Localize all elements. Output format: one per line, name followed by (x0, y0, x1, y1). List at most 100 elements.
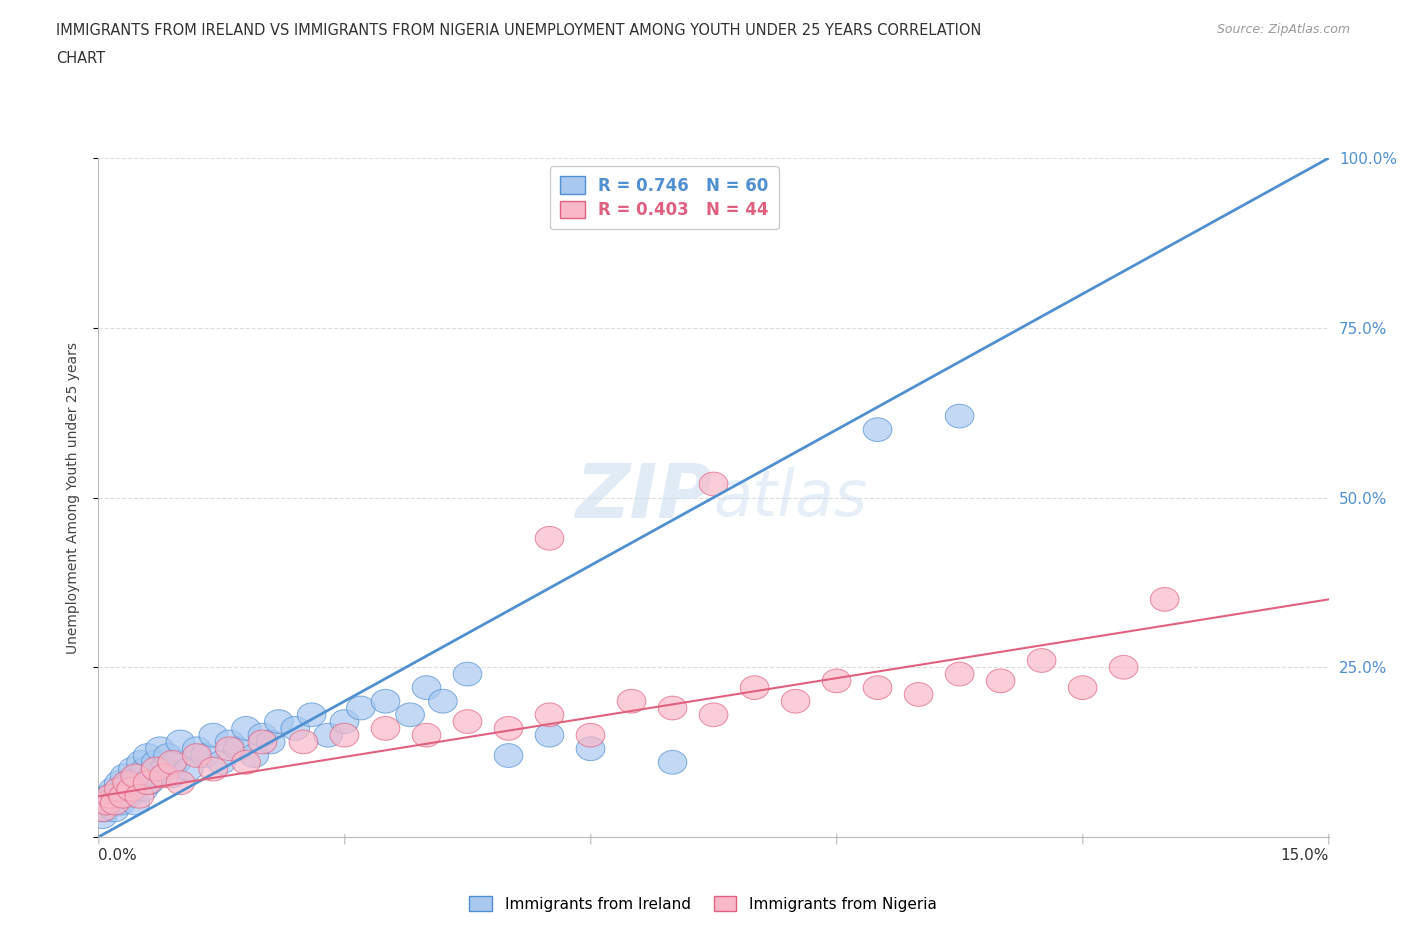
Ellipse shape (1109, 656, 1137, 679)
Ellipse shape (290, 730, 318, 754)
Ellipse shape (699, 472, 728, 496)
Legend: Immigrants from Ireland, Immigrants from Nigeria: Immigrants from Ireland, Immigrants from… (464, 889, 942, 918)
Ellipse shape (104, 777, 134, 802)
Text: Source: ZipAtlas.com: Source: ZipAtlas.com (1216, 23, 1350, 36)
Ellipse shape (97, 784, 125, 808)
Ellipse shape (166, 730, 195, 754)
Ellipse shape (94, 784, 122, 808)
Ellipse shape (1028, 648, 1056, 672)
Ellipse shape (240, 744, 269, 767)
Ellipse shape (453, 710, 482, 734)
Ellipse shape (166, 771, 195, 794)
Ellipse shape (576, 724, 605, 747)
Ellipse shape (536, 526, 564, 551)
Ellipse shape (129, 777, 157, 802)
Ellipse shape (93, 791, 121, 815)
Ellipse shape (986, 669, 1015, 693)
Ellipse shape (264, 710, 294, 734)
Ellipse shape (453, 662, 482, 686)
Text: |: | (343, 833, 346, 844)
Ellipse shape (104, 771, 134, 794)
Ellipse shape (247, 730, 277, 754)
Ellipse shape (371, 716, 399, 740)
Ellipse shape (863, 418, 891, 442)
Ellipse shape (115, 771, 143, 794)
Ellipse shape (157, 764, 187, 788)
Ellipse shape (157, 751, 187, 774)
Ellipse shape (536, 724, 564, 747)
Ellipse shape (149, 764, 179, 788)
Ellipse shape (215, 730, 245, 754)
Ellipse shape (617, 689, 645, 713)
Text: |: | (1327, 833, 1330, 844)
Ellipse shape (224, 737, 252, 761)
Ellipse shape (412, 724, 441, 747)
Ellipse shape (232, 751, 260, 774)
Y-axis label: Unemployment Among Youth under 25 years: Unemployment Among Youth under 25 years (66, 341, 80, 654)
Ellipse shape (740, 676, 769, 699)
Ellipse shape (658, 697, 688, 720)
Text: 15.0%: 15.0% (1281, 848, 1329, 863)
Ellipse shape (198, 757, 228, 781)
Ellipse shape (135, 771, 163, 794)
Ellipse shape (118, 757, 148, 781)
Ellipse shape (121, 791, 149, 815)
Ellipse shape (247, 724, 277, 747)
Ellipse shape (1150, 588, 1180, 611)
Ellipse shape (110, 764, 139, 788)
Text: |: | (589, 833, 592, 844)
Ellipse shape (153, 744, 183, 767)
Ellipse shape (100, 798, 129, 822)
Ellipse shape (658, 751, 688, 774)
Ellipse shape (346, 697, 375, 720)
Ellipse shape (281, 716, 309, 740)
Text: CHART: CHART (56, 51, 105, 66)
Ellipse shape (103, 784, 131, 808)
Ellipse shape (93, 791, 121, 815)
Ellipse shape (97, 791, 125, 815)
Ellipse shape (904, 683, 934, 706)
Ellipse shape (89, 798, 117, 822)
Ellipse shape (191, 744, 219, 767)
Ellipse shape (395, 703, 425, 726)
Ellipse shape (536, 703, 564, 726)
Ellipse shape (945, 662, 974, 686)
Ellipse shape (108, 777, 138, 802)
Ellipse shape (330, 710, 359, 734)
Ellipse shape (232, 716, 260, 740)
Text: |: | (97, 833, 100, 844)
Legend: R = 0.746   N = 60, R = 0.403   N = 44: R = 0.746 N = 60, R = 0.403 N = 44 (550, 166, 779, 230)
Ellipse shape (142, 751, 170, 774)
Ellipse shape (576, 737, 605, 761)
Ellipse shape (494, 716, 523, 740)
Ellipse shape (117, 777, 146, 802)
Ellipse shape (100, 791, 129, 815)
Ellipse shape (117, 777, 146, 802)
Ellipse shape (149, 757, 179, 781)
Text: ZIP: ZIP (576, 461, 714, 534)
Ellipse shape (429, 689, 457, 713)
Ellipse shape (215, 737, 245, 761)
Ellipse shape (174, 757, 202, 781)
Ellipse shape (330, 724, 359, 747)
Ellipse shape (134, 771, 162, 794)
Ellipse shape (134, 744, 162, 767)
Ellipse shape (314, 724, 343, 747)
Ellipse shape (125, 784, 153, 808)
Ellipse shape (945, 405, 974, 428)
Ellipse shape (146, 737, 174, 761)
Ellipse shape (412, 676, 441, 699)
Ellipse shape (124, 764, 152, 788)
Ellipse shape (142, 757, 170, 781)
Text: |: | (835, 833, 838, 844)
Ellipse shape (183, 744, 211, 767)
Ellipse shape (108, 784, 138, 808)
Ellipse shape (256, 730, 285, 754)
Ellipse shape (132, 757, 160, 781)
Ellipse shape (162, 751, 191, 774)
Ellipse shape (371, 689, 399, 713)
Text: |: | (1081, 833, 1084, 844)
Text: atlas: atlas (714, 467, 868, 528)
Ellipse shape (207, 751, 236, 774)
Text: 0.0%: 0.0% (98, 848, 138, 863)
